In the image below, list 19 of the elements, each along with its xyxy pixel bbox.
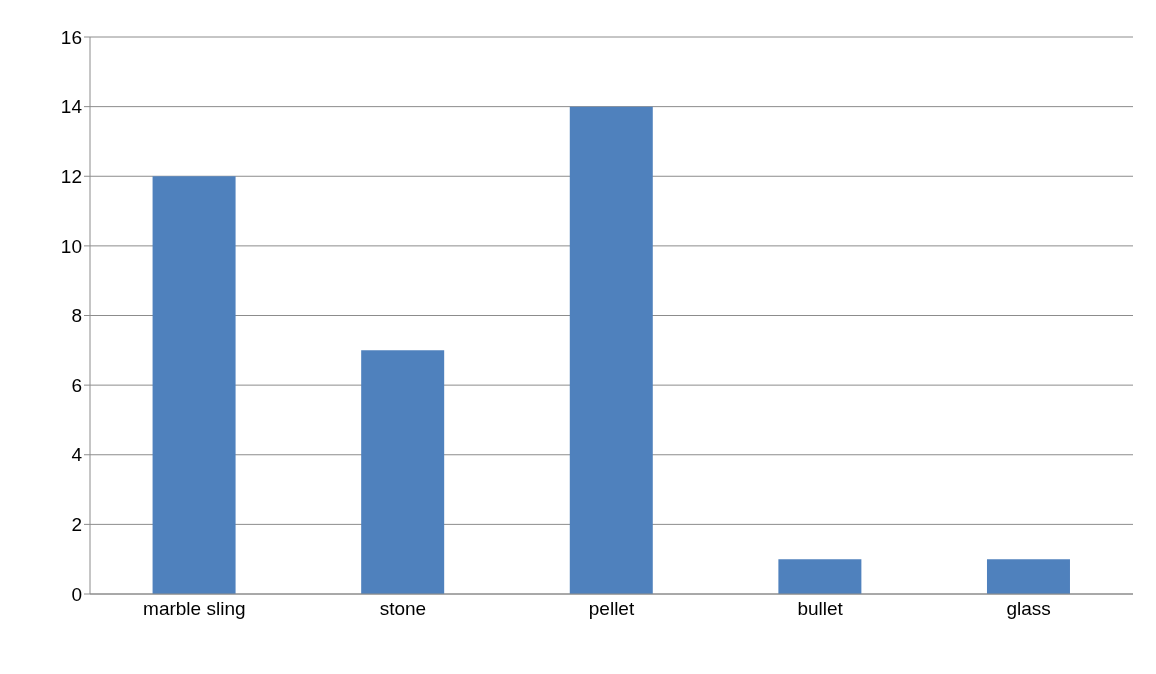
y-tick-label: 16 — [60, 26, 82, 48]
x-tick-label: marble sling — [143, 598, 246, 620]
y-tick-label: 14 — [60, 96, 83, 118]
y-tick-label: 12 — [60, 165, 82, 187]
x-tick-label: pellet — [588, 598, 635, 620]
x-tick-label: bullet — [797, 598, 844, 620]
bar — [569, 106, 653, 594]
y-tick-label: 0 — [71, 583, 82, 605]
y-tick-label: 4 — [71, 444, 83, 466]
x-tick-label: glass — [1006, 598, 1051, 620]
y-tick-label: 2 — [71, 514, 82, 536]
bar — [152, 176, 236, 594]
y-tick-label: 6 — [71, 374, 82, 396]
y-tick-label: 8 — [71, 305, 82, 327]
x-tick-label: stone — [379, 598, 427, 620]
y-tick-label: 10 — [60, 235, 82, 257]
bar — [361, 350, 445, 594]
bar — [778, 559, 862, 594]
bar — [986, 559, 1070, 594]
